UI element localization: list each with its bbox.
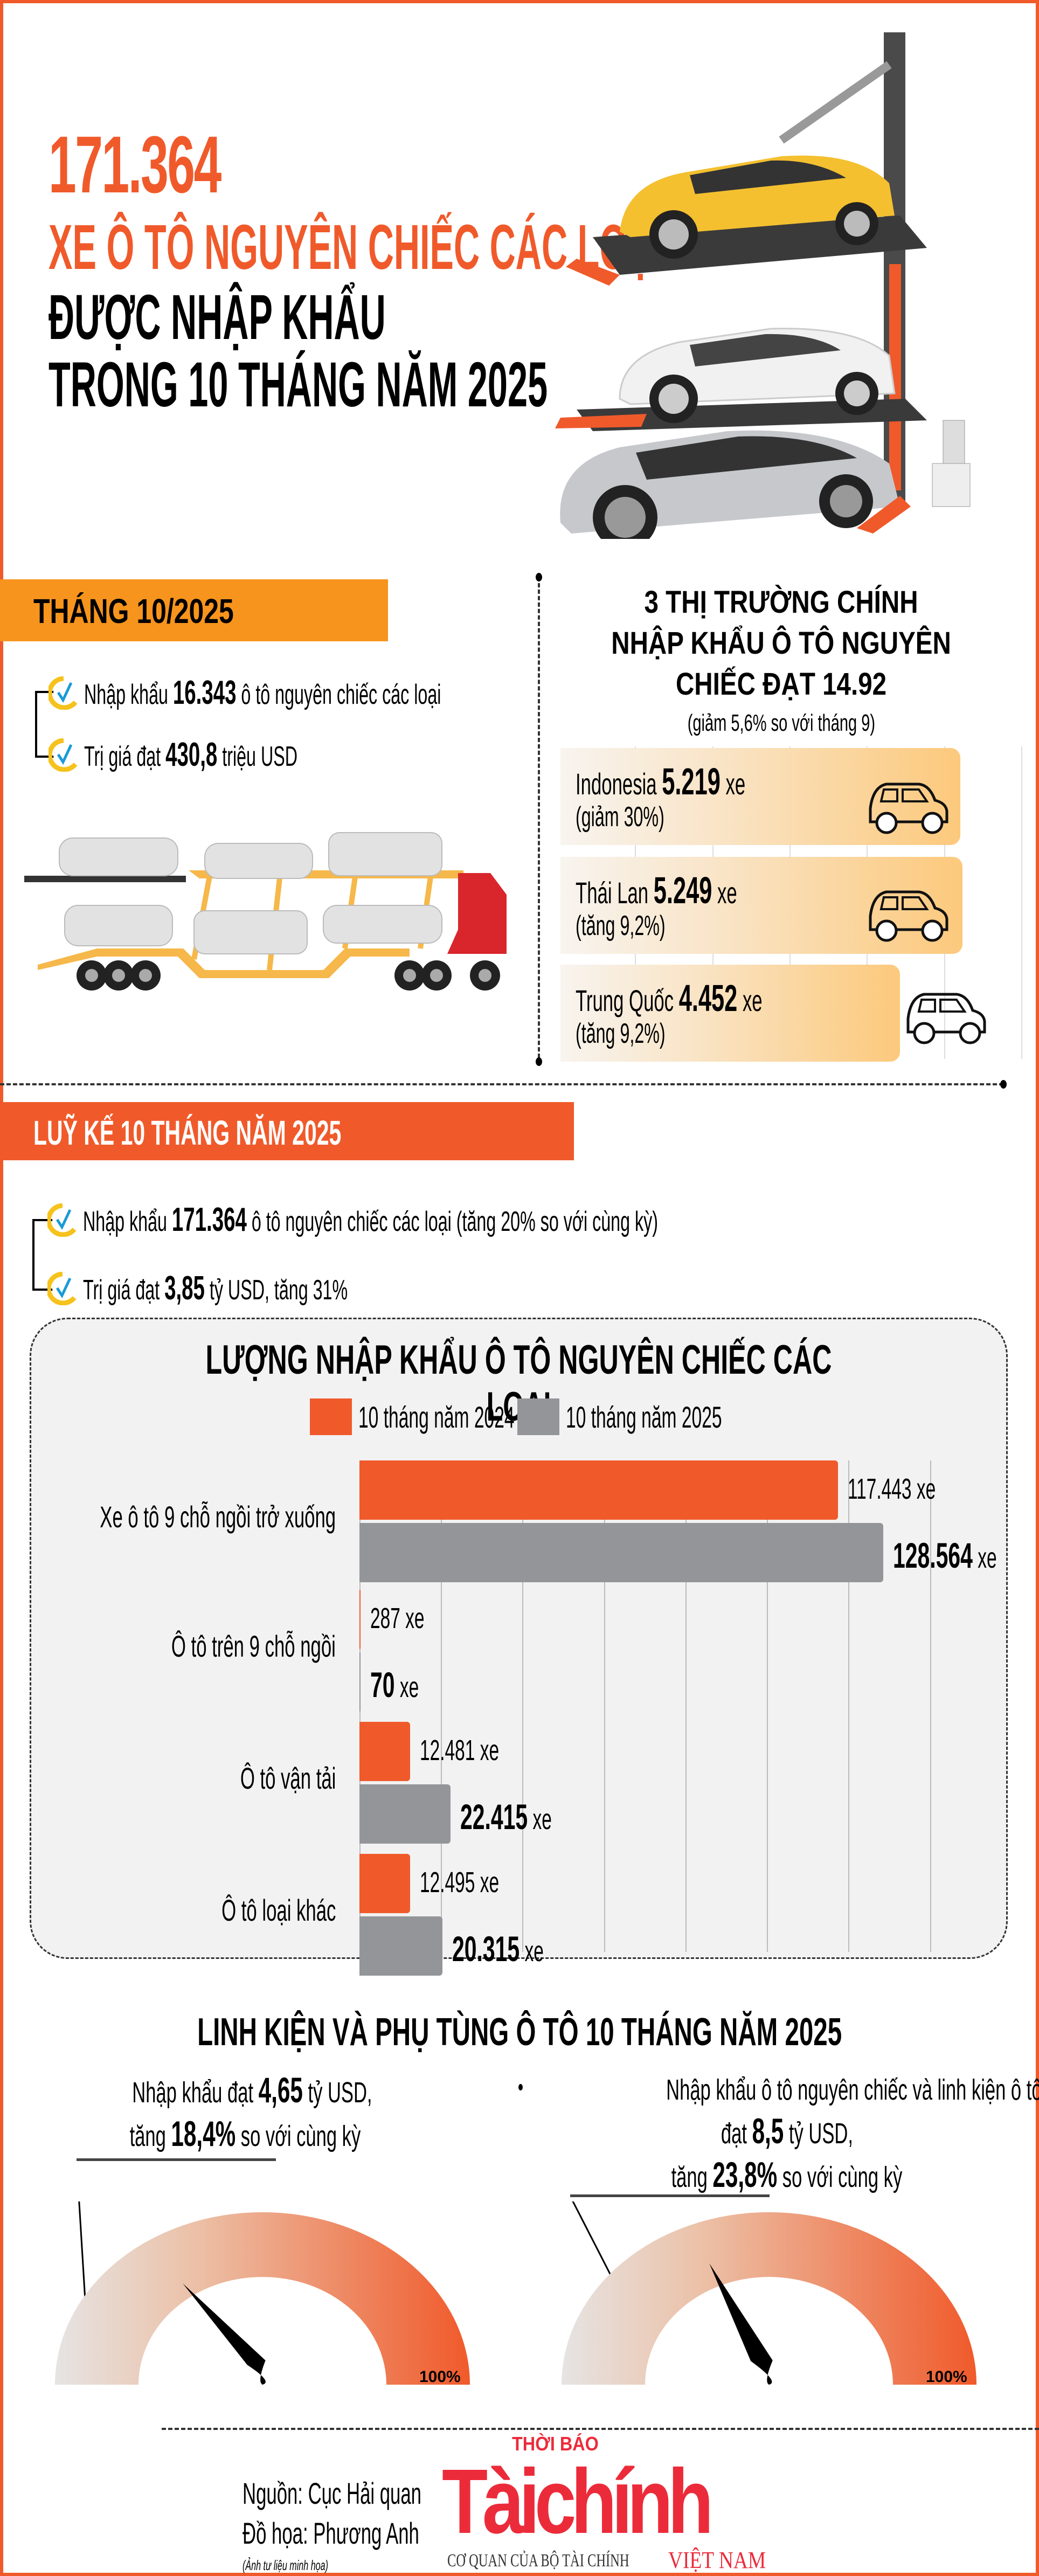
parts-title: LINH KIỆN VÀ PHỤ TÙNG Ô TÔ 10 THÁNG NĂM … — [197, 2011, 842, 2054]
bar-2025 — [359, 1784, 451, 1844]
gauge-needle-left — [183, 2283, 266, 2385]
logo-top-text: THỜI BÁO — [512, 2433, 599, 2455]
car-icon — [906, 993, 986, 1044]
category-label: Ô tô loại khác — [221, 1893, 336, 1927]
logo-main-text: Tàichính — [442, 2450, 714, 2553]
gauge-max-label-left: 100% — [419, 2368, 461, 2386]
chart-gridline — [930, 1460, 931, 1952]
hero-title-line2: ĐƯỢC NHẬP KHẨU — [49, 282, 386, 353]
horizontal-divider — [0, 1083, 1003, 1085]
check-icon — [47, 1271, 77, 1305]
chart-gridline — [441, 1460, 442, 1952]
legend-label-2025: 10 tháng năm 2025 — [566, 1400, 722, 1434]
bullet-connector — [32, 1219, 56, 1291]
check-icon — [49, 738, 78, 772]
gauge-needle-right — [709, 2263, 773, 2385]
bar-2025 — [359, 1523, 884, 1582]
car-icon — [869, 783, 948, 834]
markets-title: 3 THỊ TRƯỜNG CHÍNH NHẬP KHẨU Ô TÔ NGUYÊN C… — [611, 585, 952, 702]
month-header-text: THÁNG 10/2025 — [33, 592, 234, 631]
chart-gridline — [685, 1460, 687, 1952]
market-card-thailand: Thái Lan 5.249 xe (tăng 9,2%) — [560, 857, 962, 954]
check-icon — [47, 1203, 77, 1237]
chart-gridline — [848, 1460, 850, 1952]
callout-arrow — [78, 2201, 91, 2322]
month-bullet-2: Trị giá đạt 430,8 triệu USD — [49, 736, 428, 774]
bar-2024 — [359, 1854, 411, 1913]
cumulative-section-header: LUỸ KẾ 10 THÁNG NĂM 2025 — [0, 1102, 574, 1160]
legend-swatch-2025 — [517, 1398, 559, 1435]
chart-title: LƯỢNG NHẬP KHẨU Ô TÔ NGUYÊN CHIẾC CÁC LO… — [205, 1337, 832, 1430]
markets-subtitle: (giảm 5,6% so với tháng 9) — [687, 710, 876, 736]
month-section-header: THÁNG 10/2025 — [0, 579, 388, 641]
gauge-needle — [709, 2263, 773, 2385]
car-carrier-truck-illustration — [24, 832, 507, 991]
cumulative-bullet-2: Trị giá đạt 3,85 tỷ USD, tăng 31% — [47, 1269, 510, 1307]
cumulative-bullet-1: Nhập khẩu 171.364 ô tô nguyên chiếc các … — [47, 1201, 1010, 1239]
gauge-arc-right — [562, 2212, 976, 2385]
category-label: Ô tô trên 9 chỗ ngồi — [171, 1629, 336, 1663]
divider-dot — [1000, 1080, 1007, 1089]
chart-legend: 10 tháng năm 2024 10 tháng năm 2025 — [310, 1398, 725, 1442]
month-bullet-1: Nhập khẩu 16.343 ô tô nguyên chiếc các l… — [49, 674, 660, 712]
logo-subtitle: CƠ QUAN CỦA BỘ TÀI CHÍNH — [447, 2551, 629, 2571]
bar-2025 — [359, 1652, 361, 1712]
bar-value-label: 22.415 xe — [460, 1797, 552, 1837]
callout-underline — [77, 2158, 276, 2161]
publisher-logo[interactable]: THỜI BÁO Tàichính CƠ QUAN CỦA BỘ TÀI CHÍ… — [442, 2433, 819, 2573]
gauges: 100% 100% — [55, 2201, 976, 2386]
legend-swatch-2024 — [310, 1398, 352, 1435]
car-icon — [869, 890, 948, 942]
bar-2024 — [359, 1590, 361, 1649]
market-card-china: Trung Quốc 4.452 xe (tăng 9,2%) — [560, 965, 900, 1062]
parts-right-text: Nhập khẩu ô tô nguyên chiếc và linh kiện… — [666, 2074, 1039, 2194]
check-icon — [49, 676, 78, 710]
bar-2025 — [359, 1916, 442, 1976]
divider-dot — [536, 1057, 542, 1066]
divider-dot — [536, 573, 542, 581]
vertical-divider — [538, 577, 540, 1064]
bar-2024 — [359, 1722, 411, 1781]
category-label: Xe ô tô 9 chỗ ngồi trở xuống — [100, 1500, 336, 1534]
bar-value-label: 128.564 xe — [893, 1535, 997, 1575]
cumulative-header-text: LUỸ KẾ 10 THÁNG NĂM 2025 — [33, 1113, 342, 1152]
footer-divider — [162, 2428, 1039, 2430]
callout-arrow — [572, 2201, 617, 2287]
callout-underline — [570, 2194, 770, 2197]
chart-gridline — [522, 1460, 524, 1952]
source-text: Nguồn: Cục Hải quan — [243, 2476, 421, 2510]
bar-value-label: 287 xe — [370, 1602, 425, 1635]
legend-label-2024: 10 tháng năm 2024 — [358, 1400, 515, 1434]
gauge-max-label-right: 100% — [926, 2368, 967, 2386]
footer-credits: Nguồn: Cục Hải quan Đồ họa: Phương Anh — [243, 2474, 531, 2553]
category-label: Ô tô vận tải — [240, 1761, 336, 1795]
gauge-needle — [183, 2283, 266, 2385]
hero-title-line3: TRONG 10 THÁNG NĂM 2025 — [49, 349, 548, 420]
grid-line — [1021, 746, 1022, 1059]
hero-number: 171.364 — [49, 119, 221, 210]
graphics-credit: Đồ họa: Phương Anh — [243, 2516, 419, 2550]
car-lift-illustration — [555, 32, 971, 539]
bar-value-label: 117.443 xe — [848, 1473, 936, 1505]
parts-left-text: Nhập khẩu đạt 4,65 tỷ USD, tăng 18,4% so… — [129, 2070, 372, 2153]
bullet-connector — [35, 691, 59, 758]
bar-value-label: 12.481 xe — [420, 1734, 500, 1767]
logo-country: VIỆT NAM — [668, 2547, 766, 2573]
photo-note: (Ảnh tư liệu minh họa) — [243, 2557, 328, 2573]
chart-gridline — [604, 1460, 605, 1952]
bar-value-label: 20.315 xe — [452, 1929, 544, 1969]
chart-gridline — [767, 1460, 768, 1952]
bar-value-label: 70 xe — [370, 1665, 419, 1705]
separator-dot — [518, 2084, 523, 2090]
bar-2024 — [359, 1460, 838, 1520]
gauge-arc-left — [55, 2212, 470, 2385]
hero-title-line1: XE Ô TÔ NGUYÊN CHIẾC CÁC LOẠI — [49, 212, 663, 283]
bar-value-label: 12.495 xe — [420, 1866, 500, 1899]
